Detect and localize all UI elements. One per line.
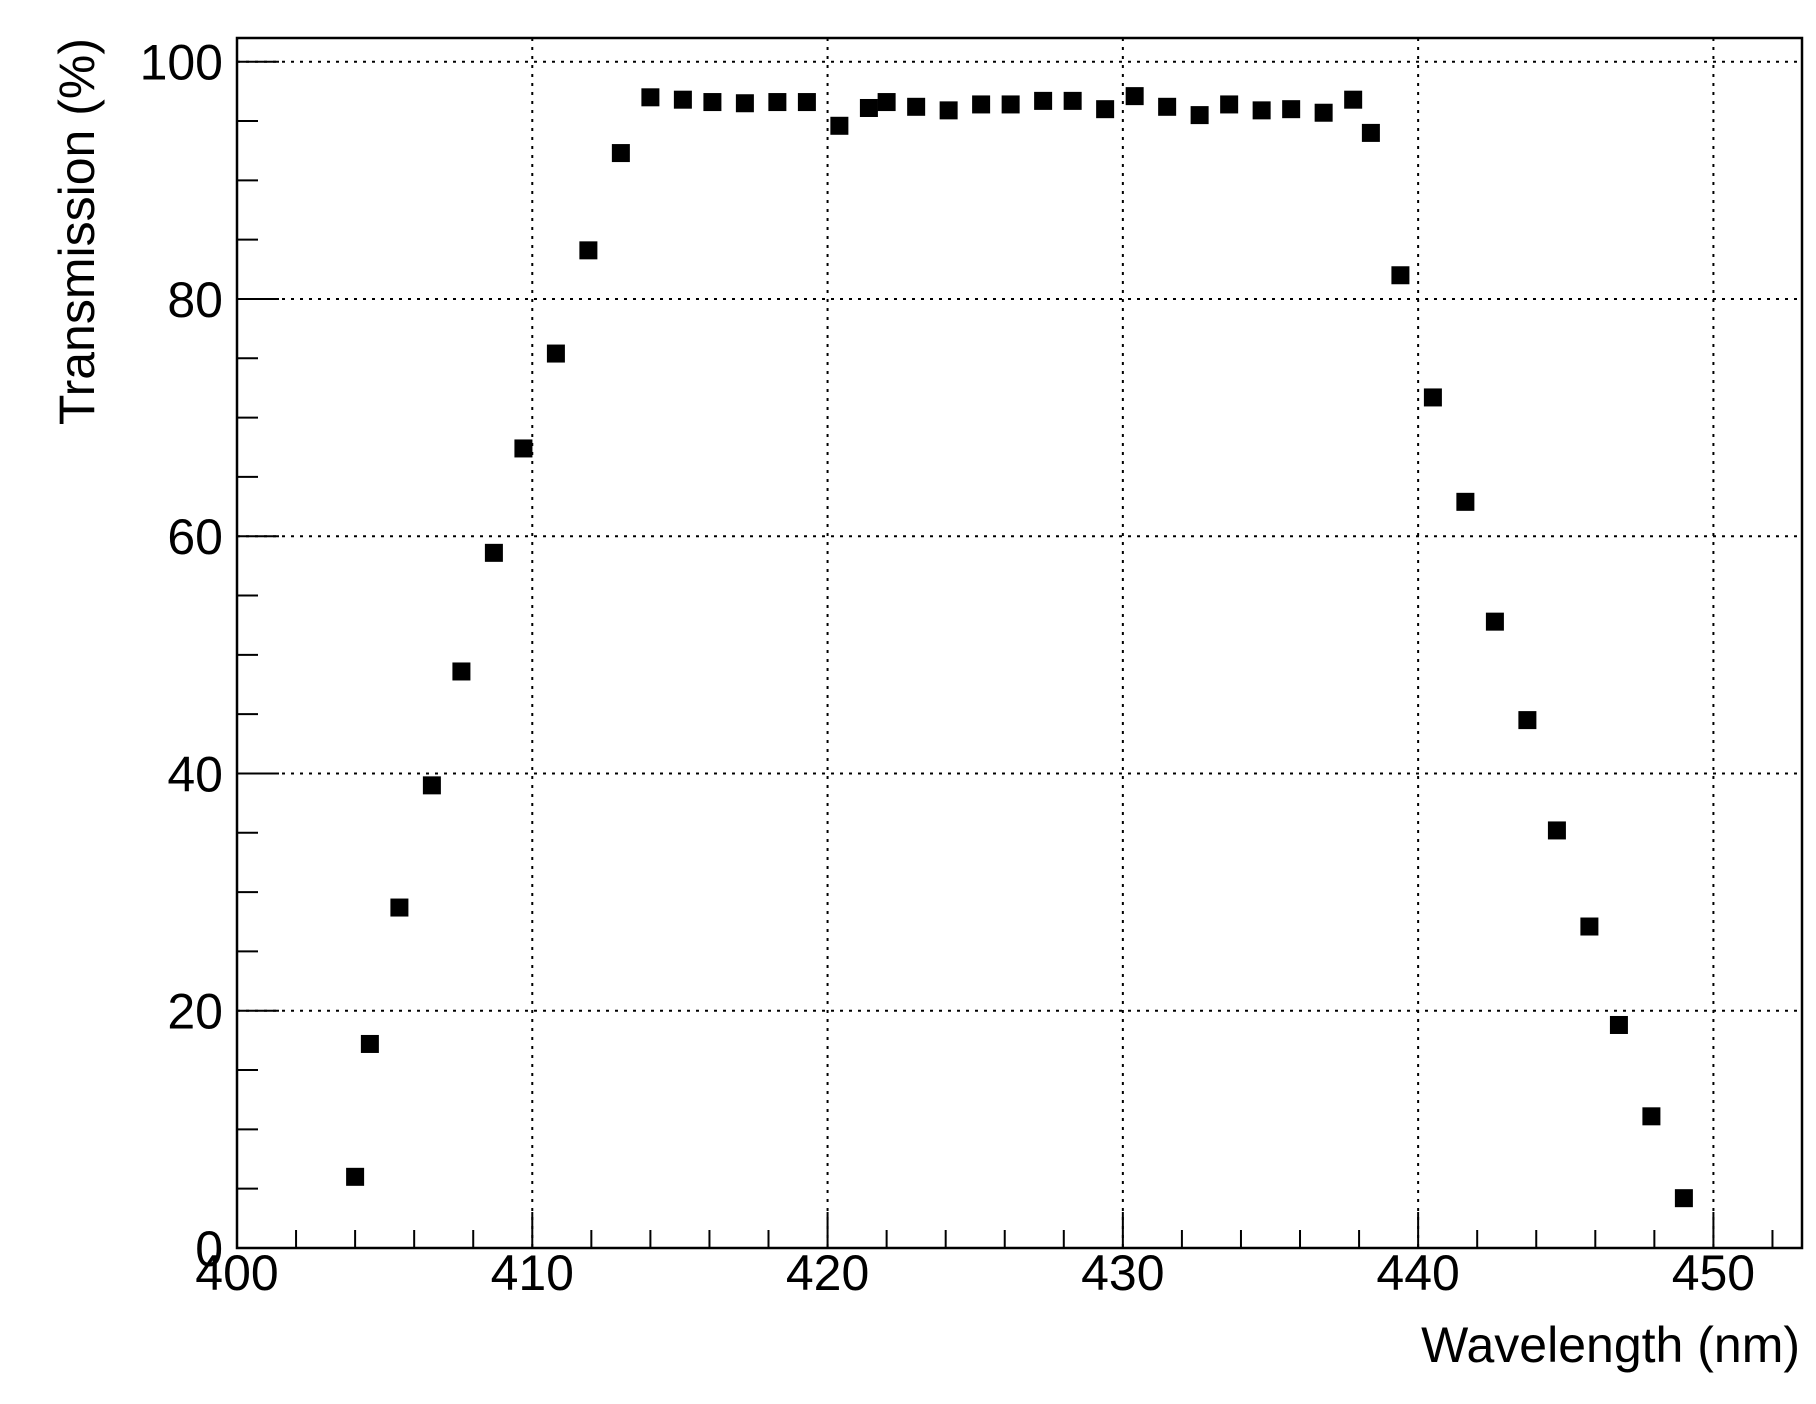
marker [1674,1189,1693,1208]
marker [1423,388,1442,407]
x-tick-label: 430 [1081,1245,1164,1301]
marker [1642,1107,1661,1126]
marker [703,93,722,112]
marker [1580,917,1599,936]
marker [768,93,787,112]
y-axis-title: Transmission (%) [49,38,105,425]
marker [907,97,926,116]
x-tick-label: 420 [786,1245,869,1301]
marker [514,439,533,458]
marker [1344,90,1363,109]
x-tick-label: 410 [491,1245,574,1301]
plot-frame [235,36,1804,1250]
marker [546,344,565,363]
marker [346,1167,365,1186]
marker [859,98,878,117]
marker [611,144,630,163]
marker [735,94,754,113]
marker [972,95,991,114]
marker [939,101,958,120]
y-tick-label: 20 [167,984,223,1040]
marker [1518,711,1537,730]
marker [1252,101,1271,120]
marker [673,90,692,109]
marker [1220,95,1239,114]
marker [1001,95,1020,114]
y-tick-label: 100 [140,35,223,91]
marker [1456,492,1475,511]
marker [877,93,896,112]
y-tick-label: 80 [167,272,223,328]
y-tick-label: 40 [167,746,223,802]
marker [641,88,660,107]
marker [579,241,598,260]
marker [1485,612,1504,631]
marker [830,116,849,135]
marker [1314,103,1333,122]
marker [452,662,471,681]
marker [422,776,441,795]
marker [1096,100,1115,119]
marker [1158,97,1177,116]
marker [1190,106,1209,125]
marker [797,93,816,112]
marker [1547,821,1566,840]
y-tick-label: 0 [195,1221,223,1277]
marker [484,543,503,562]
x-tick-label: 400 [195,1245,278,1301]
x-axis-title: Wavelength (nm) [1421,1317,1800,1373]
y-tick-label: 60 [167,509,223,565]
marker [1391,266,1410,285]
marker [1063,91,1082,110]
x-tick-label: 450 [1672,1245,1755,1301]
marker [1125,87,1144,106]
marker [1361,123,1380,142]
marker [1609,1015,1628,1034]
marker [1282,100,1301,119]
marker [1034,91,1053,110]
marker [360,1034,379,1053]
x-tick-label: 440 [1376,1245,1459,1301]
marker [390,898,409,917]
